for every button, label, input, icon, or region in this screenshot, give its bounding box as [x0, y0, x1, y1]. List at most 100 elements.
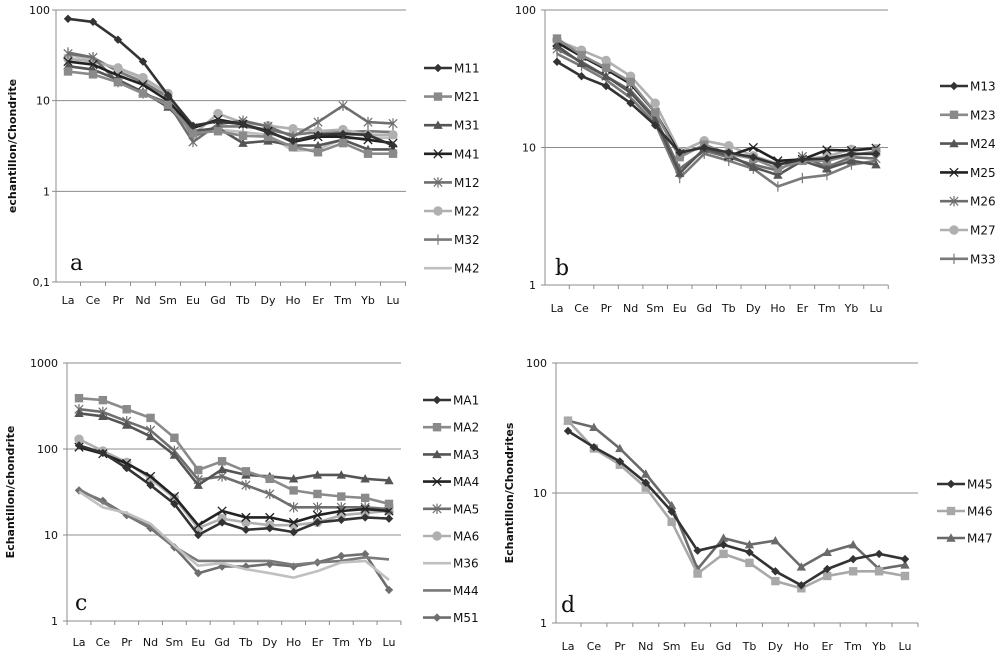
data-point-M13-Dy [749, 153, 758, 162]
legend-marker [949, 110, 959, 119]
data-point-M45-Nd [641, 478, 650, 487]
legend-label: M13 [970, 80, 996, 94]
data-point-M13-Yb [847, 149, 856, 158]
data-point-MA3-Yb [360, 474, 370, 483]
x-tick-label: Tm [817, 302, 835, 315]
data-point-M13-Sm [650, 121, 660, 130]
data-point-M24-Dy [748, 162, 759, 171]
x-tick-label: Gd [716, 640, 732, 653]
x-tick-label: Yb [357, 636, 372, 649]
data-point-M12-Yb [363, 116, 373, 128]
legend: M13 M23 M24 M25 M26 M27 M33 [940, 80, 996, 266]
legend-label: M22 [454, 205, 480, 219]
data-point-M46-Dy [771, 576, 780, 586]
series-line-MA3 [78, 412, 390, 487]
legend-marker [432, 395, 442, 405]
data-point-M45-Dy [771, 567, 780, 576]
legend-label: M42 [454, 262, 480, 276]
data-point-M24-Eu [674, 168, 685, 177]
data-point-M31-Er [313, 140, 323, 150]
x-tick-label: Ce [86, 294, 101, 307]
x-tick-label: Nd [143, 636, 158, 649]
legend-marker [946, 533, 956, 542]
legend-label: M31 [454, 119, 480, 133]
data-point-M11-Gd [213, 117, 223, 126]
legend-marker [432, 531, 442, 541]
legend-label: MA2 [453, 421, 479, 435]
data-point-MA4-Gd [217, 506, 227, 516]
data-point-MA1-Lu [384, 514, 394, 523]
x-tick-label: Pr [121, 636, 132, 649]
data-point-MA4-Er [312, 510, 323, 520]
series-line-M11 [67, 17, 394, 147]
data-point-M45-Yb [874, 549, 884, 559]
data-point-M47-Ce [589, 422, 599, 432]
legend-label: M32 [454, 233, 480, 247]
legend-label: M45 [967, 478, 993, 492]
data-point-MA3-Ho [288, 474, 299, 483]
data-point-M31-Tb [238, 138, 248, 147]
x-tick-label: Ce [587, 640, 602, 653]
legend-label: MA1 [453, 394, 479, 408]
data-point-MA5-Tb [241, 479, 251, 491]
data-point-M46-Nd [641, 483, 650, 492]
data-point-MA4-Eu [193, 520, 203, 530]
legend-marker [432, 423, 442, 432]
x-tick-label: Yb [360, 294, 375, 307]
y-tick-label: 100 [515, 4, 536, 17]
data-point-M47-Tm [848, 540, 858, 549]
legend-marker [949, 196, 959, 207]
legend-item: M44 [423, 584, 479, 598]
data-point-M23-Ce [577, 50, 586, 60]
legend-marker [432, 503, 442, 514]
series-M46 [563, 416, 910, 593]
legend-item: M13 [940, 80, 996, 94]
data-point-M41-Nd [138, 80, 148, 90]
data-point-MA2-Ho [289, 486, 298, 495]
y-tick-label: 10 [36, 95, 50, 108]
data-point-MA3-Eu [193, 480, 203, 489]
data-point-M45-La [563, 426, 573, 436]
legend-marker [433, 177, 443, 188]
x-tick-label: Gd [696, 302, 712, 315]
data-point-M21-Dy [263, 132, 273, 141]
x-tick-label: Dy [262, 636, 277, 649]
y-tick-label: 10 [533, 487, 547, 500]
data-point-M12-Eu [188, 136, 198, 148]
x-tick-label: Eu [191, 636, 205, 649]
y-tick-label: 0,1 [33, 276, 51, 289]
legend-label: M24 [970, 137, 996, 151]
series-line-M36 [78, 490, 390, 582]
data-point-M46-Lu [900, 571, 910, 581]
data-point-MA2-Er [313, 489, 322, 499]
legend-label: M41 [454, 147, 480, 161]
data-point-M23-Sm [650, 108, 660, 117]
data-point-M13-Gd [700, 143, 709, 152]
legend-marker [433, 92, 443, 101]
series-M45 [563, 426, 910, 590]
series-M13 [552, 57, 881, 169]
data-point-M21-Yb [363, 149, 373, 158]
legend-item: M23 [940, 108, 996, 122]
data-point-M45-Gd [719, 540, 728, 549]
series-line-M46 [567, 419, 906, 590]
series-line-M44 [78, 488, 390, 567]
series-M44 [78, 488, 390, 567]
data-point-M46-Tm [848, 567, 858, 576]
data-point-MA4-Tm [336, 506, 346, 516]
legend-marker [433, 206, 443, 216]
data-point-M51-Tm [337, 551, 346, 561]
data-point-M11-Lu [388, 141, 398, 150]
data-point-MA1-Nd [146, 480, 155, 490]
data-point-M13-Ho [773, 160, 783, 169]
data-point-M24-Lu [871, 159, 881, 169]
data-point-M21-Sm [163, 100, 173, 110]
panel-label: b [555, 256, 569, 281]
y-tick-label: 100 [29, 4, 50, 17]
legend-label: M36 [453, 557, 479, 571]
legend-item: M32 [424, 233, 480, 247]
legend-label: MA4 [453, 475, 479, 489]
x-tick-label: Dy [746, 302, 761, 315]
data-point-M23-Pr [601, 63, 611, 72]
legend-item: M31 [424, 119, 480, 133]
